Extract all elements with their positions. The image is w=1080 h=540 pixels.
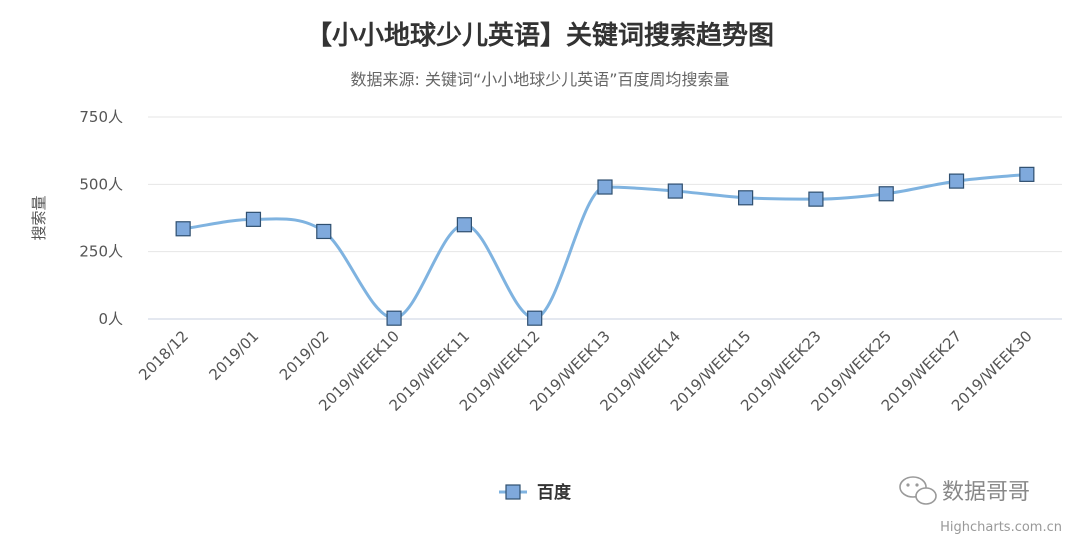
data-point-2019/WEEK30[interactable] (1019, 166, 1035, 182)
credit-link[interactable]: Highcharts.com.cn (940, 520, 1062, 535)
data-point-2019/WEEK23[interactable] (808, 191, 824, 207)
data-point-2019/WEEK14[interactable] (667, 183, 683, 199)
legend-label-baidu[interactable]: 百度 (537, 482, 572, 503)
y-tick-label: 500人 (79, 175, 123, 193)
data-point-2018/12[interactable] (175, 221, 191, 237)
series-group (175, 166, 1035, 326)
data-point-2019/WEEK11[interactable] (456, 217, 472, 233)
x-tick-label: 2019/02 (276, 327, 333, 384)
y-tick-label: 750人 (79, 108, 123, 126)
data-point-2019/WEEK15[interactable] (738, 190, 754, 206)
y-axis-ticks: 0人 250人 500人 750人 (79, 108, 123, 328)
x-tick-label: 2019/01 (205, 327, 262, 384)
data-point-2019/01[interactable] (245, 211, 262, 227)
watermark: 数据哥哥 (899, 476, 1030, 505)
watermark-text: 数据哥哥 (942, 480, 1030, 505)
legend-marker (505, 484, 521, 500)
x-axis-ticks: 2018/12 2019/01 2019/022019/WEEK102019/WEE… (135, 327, 1035, 415)
data-point-2019/WEEK25[interactable] (878, 186, 894, 202)
y-tick-label: 0人 (98, 310, 123, 328)
legend[interactable]: 百度 (499, 482, 572, 503)
data-point-2019/WEEK13[interactable] (597, 179, 613, 195)
y-axis-title: 搜索量 (30, 195, 48, 240)
data-point-2019/02[interactable] (316, 223, 332, 240)
chart-title: 【小小地球少儿英语】关键词搜索趋势图 (306, 20, 774, 51)
wechat-icon (899, 476, 937, 505)
data-point-2019/WEEK12[interactable] (527, 310, 543, 326)
x-tick-label: 2018/12 (135, 327, 192, 384)
data-point-2019/WEEK10[interactable] (386, 310, 402, 326)
y-tick-label: 250人 (79, 243, 123, 261)
chart-subtitle: 数据来源: 关键词“小小地球少儿英语”百度周均搜索量 (350, 70, 729, 89)
data-point-2019/WEEK27[interactable] (948, 173, 965, 189)
series-line-百度 (182, 172, 1027, 320)
